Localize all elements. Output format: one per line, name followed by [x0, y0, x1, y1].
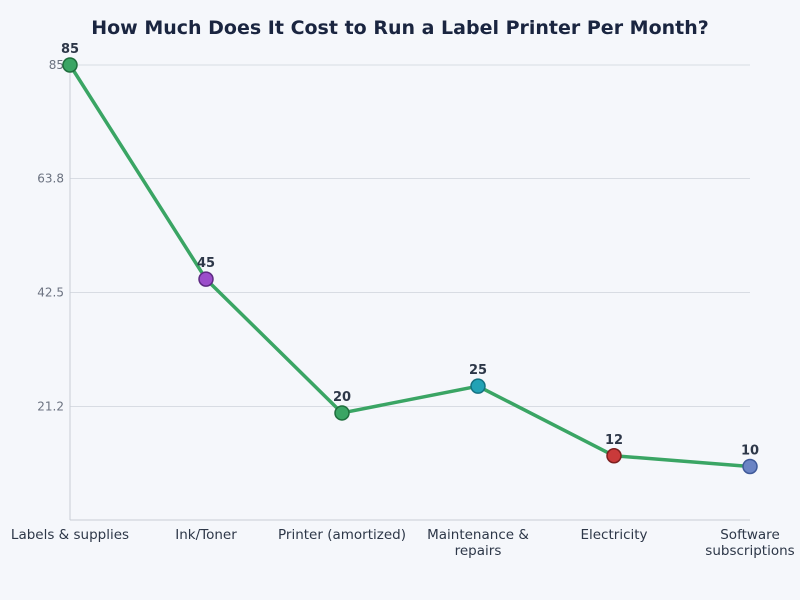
data-points	[62, 57, 758, 475]
x-tick-label: Ink/Toner	[175, 527, 237, 543]
data-label: 45	[197, 256, 215, 271]
x-tick-label: Electricity	[580, 527, 647, 543]
series-line	[68, 63, 752, 469]
y-tick-labels: 21.2 42.5 63.8 85	[37, 58, 64, 414]
data-point	[606, 448, 622, 464]
x-tick-label: Software subscriptions	[705, 527, 794, 559]
gridlines	[70, 64, 750, 408]
y-tick-label: 63.8	[37, 171, 64, 185]
data-label: 12	[605, 433, 623, 448]
data-point	[742, 458, 758, 475]
data-label: 10	[741, 443, 759, 458]
data-label: 20	[333, 390, 351, 405]
x-tick-label: Labels & supplies	[11, 527, 129, 543]
axes	[69, 60, 750, 521]
y-tick-label: 21.2	[37, 400, 64, 414]
x-tick-labels: Labels & supplies Ink/Toner Printer (amort…	[11, 527, 795, 559]
data-labels: 85 45 20 25 12 10	[61, 42, 759, 458]
x-tick-label: Printer (amortized)	[278, 527, 406, 543]
y-tick-label: 42.5	[37, 286, 64, 300]
x-tick-label: Maintenance & repairs	[427, 527, 529, 559]
data-point	[198, 271, 214, 287]
data-point	[470, 378, 486, 394]
chart-title: How Much Does It Cost to Run a Label Pri…	[91, 17, 709, 39]
data-point	[62, 57, 78, 73]
y-tick-label: 85	[49, 58, 64, 72]
data-point	[334, 405, 350, 421]
series-line-group	[68, 63, 752, 469]
data-label: 85	[61, 42, 79, 57]
data-label: 25	[469, 363, 487, 378]
